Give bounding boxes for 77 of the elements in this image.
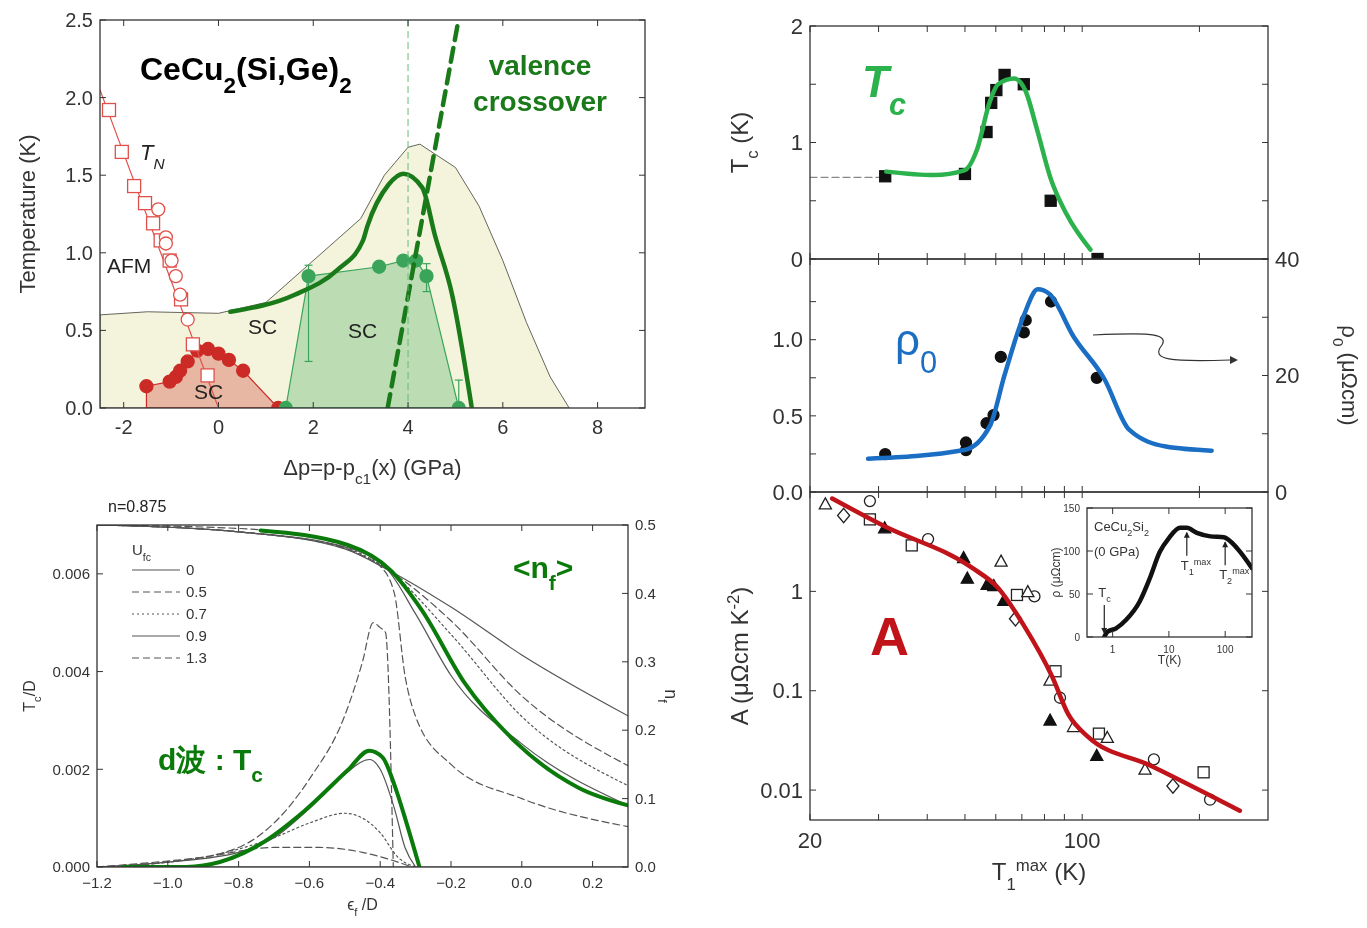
x-tick-label: −0.6 bbox=[294, 874, 325, 891]
x-axis-title: T$_{1}$$^{max}$ (K) bbox=[991, 855, 1087, 894]
y-tick-label: 50 bbox=[1068, 588, 1081, 600]
legend-label: 0.7 bbox=[186, 605, 207, 623]
y-tick-label: 1 bbox=[790, 579, 803, 605]
y-tick-label: 2 bbox=[790, 13, 803, 39]
legend-label: 0.9 bbox=[186, 627, 207, 645]
text: n=0.875 bbox=[108, 498, 167, 515]
x-tick-label: 8 bbox=[592, 416, 604, 438]
legend-title: U$_{fc}$ bbox=[132, 541, 152, 563]
y-tick-label: 0.0 bbox=[65, 397, 93, 419]
annotation: SC bbox=[348, 319, 378, 342]
y2-tick-label: 0 bbox=[1275, 479, 1288, 505]
annotation: AFM bbox=[107, 254, 152, 277]
x-tick-label: 10 bbox=[1163, 644, 1175, 655]
annotation: T$_{c}$ bbox=[1098, 585, 1112, 604]
x-tick-label: −1.0 bbox=[152, 874, 183, 891]
y-tick-label: 0.5 bbox=[65, 319, 93, 342]
y-tick-label: 0.0 bbox=[772, 479, 803, 505]
x-tick-label: −0.4 bbox=[365, 874, 396, 891]
annotation: <n$_{f}$> bbox=[513, 551, 574, 594]
text: CeCu$_{2}$(Si,Ge)$_{2}$ bbox=[140, 51, 352, 98]
annotation: ρ$_{0}$ bbox=[895, 315, 938, 380]
y-tick-label: 1.0 bbox=[65, 241, 93, 264]
annotation: SC bbox=[194, 380, 224, 403]
y-tick-label: 150 bbox=[1063, 502, 1081, 514]
y-tick-label: 0 bbox=[1074, 631, 1081, 643]
x-tick-label: 2 bbox=[307, 416, 319, 438]
y-tick-label: 100 bbox=[1063, 545, 1081, 557]
text: CeCu$_{2}$Si$_{2}$ bbox=[1094, 519, 1149, 538]
y2-tick-label: 0.1 bbox=[635, 789, 656, 807]
x-tick-label: −0.2 bbox=[436, 874, 466, 891]
annotation: valence crossover bbox=[473, 50, 608, 118]
y-axis-title: ρ (μΩcm) bbox=[1049, 547, 1063, 598]
y-tick-label: 0.01 bbox=[760, 777, 803, 803]
y-tick-label: 0 bbox=[790, 246, 803, 272]
annotation: T$_{c}$ bbox=[862, 57, 907, 122]
x-tick-label: −1.2 bbox=[82, 874, 112, 891]
y-tick-label: 0.1 bbox=[772, 678, 803, 704]
y-axis-title: Temperature (K) bbox=[15, 134, 40, 294]
x-tick-label: 6 bbox=[497, 416, 509, 438]
annotation: T$_{N}$ bbox=[140, 140, 166, 172]
x-tick-label: -2 bbox=[114, 416, 133, 438]
x-tick-label: 4 bbox=[402, 416, 414, 438]
x-tick-label: 0 bbox=[212, 416, 225, 438]
y-tick-label: 0.004 bbox=[52, 662, 90, 680]
x-tick-label: −0.8 bbox=[223, 874, 254, 891]
y2-tick-label: 0.3 bbox=[635, 653, 656, 671]
text: (0 GPa) bbox=[1094, 544, 1140, 559]
y2-tick-label: 40 bbox=[1275, 246, 1300, 272]
x-axis-title: T(K) bbox=[1157, 653, 1182, 667]
x-axis-title: ϵ$_{f}$ /D bbox=[347, 896, 378, 918]
y2-tick-label: 0.0 bbox=[635, 858, 656, 876]
y-tick-label: 2.5 bbox=[65, 9, 93, 31]
annotation: A bbox=[870, 606, 909, 666]
annotation: SC bbox=[248, 315, 278, 338]
x-tick-label: 0.0 bbox=[511, 874, 533, 891]
x-tick-label: 0.2 bbox=[582, 874, 604, 891]
annotation: d波 : T$_{c}$ bbox=[158, 743, 264, 786]
y-tick-label: 1.0 bbox=[772, 327, 803, 353]
y-tick-label: 1 bbox=[790, 130, 803, 156]
legend-label: 0 bbox=[186, 561, 195, 579]
legend-label: 1.3 bbox=[186, 649, 207, 667]
x-tick-label: 1 bbox=[1109, 644, 1116, 655]
y-tick-label: 0.006 bbox=[52, 565, 90, 583]
y-tick-label: 0.002 bbox=[52, 760, 90, 778]
y2-tick-label: 0.4 bbox=[635, 584, 656, 602]
y2-tick-label: 0.5 bbox=[635, 516, 656, 534]
x-axis-title: Δp=p-p$_{c1}$(x) (GPa) bbox=[283, 455, 462, 487]
y-tick-label: 0.5 bbox=[772, 403, 803, 429]
y2-tick-label: 0.2 bbox=[635, 721, 656, 739]
y-tick-label: 0.000 bbox=[52, 858, 90, 876]
x-tick-label: 100 bbox=[1216, 644, 1234, 655]
legend-label: 0.5 bbox=[186, 583, 207, 601]
y2-tick-label: 20 bbox=[1275, 363, 1300, 389]
y-tick-label: 1.5 bbox=[65, 164, 93, 187]
y-tick-label: 2.0 bbox=[65, 86, 93, 109]
